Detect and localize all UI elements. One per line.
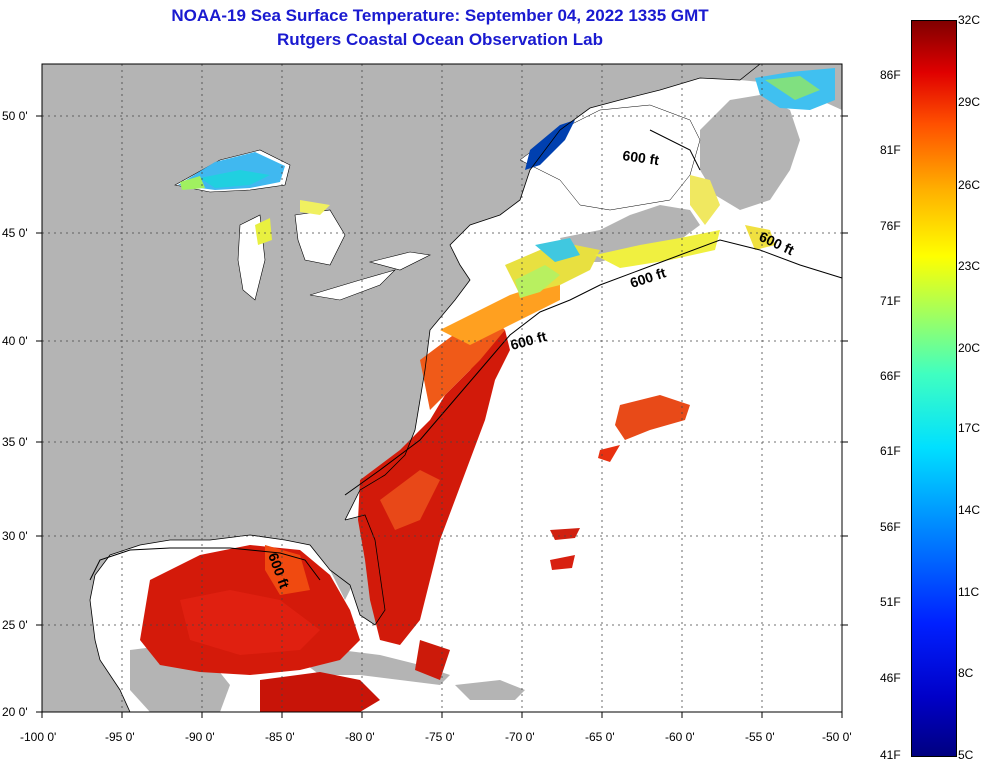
coastline-layer — [89, 63, 843, 713]
colorbar-label-f: 71F — [880, 294, 901, 308]
colorbar-label-f: 51F — [880, 595, 901, 609]
colorbar-label-f: 41F — [880, 748, 901, 762]
sst-data-layer — [140, 68, 835, 712]
contour-label: 600 ft — [622, 147, 661, 168]
colorbar-label-c: 17C — [958, 421, 981, 435]
colorbar-label-c: 11C — [958, 585, 980, 599]
colorbar-label-f: 46F — [880, 671, 901, 685]
axis-ticks — [36, 115, 848, 718]
colorbar-label-f: 61F — [880, 444, 901, 458]
lat-label: 30 0' — [2, 529, 28, 543]
colorbar-label-c: 14C — [958, 503, 981, 517]
lon-label: -70 0' — [505, 730, 535, 744]
colorbar-label-c: 26C — [958, 178, 981, 192]
colorbar-label-c: 5C — [958, 748, 974, 762]
temperature-colorbar — [911, 20, 957, 757]
colorbar-label-f: 86F — [880, 68, 901, 82]
lon-label: -55 0' — [745, 730, 775, 744]
lon-label: -90 0' — [185, 730, 215, 744]
colorbar-label-c: 20C — [958, 341, 981, 355]
map-title: NOAA-19 Sea Surface Temperature: Septemb… — [171, 6, 709, 25]
lat-label: 45 0' — [2, 226, 28, 240]
lon-label: -65 0' — [585, 730, 615, 744]
colorbar-label-f: 66F — [880, 369, 901, 383]
map-subtitle: Rutgers Coastal Ocean Observation Lab — [277, 30, 603, 49]
lon-label: -100 0' — [20, 730, 57, 744]
colorbar-label-f: 76F — [880, 219, 901, 233]
lat-label: 50 0' — [2, 109, 28, 123]
lat-label: 40 0' — [2, 334, 28, 348]
lat-label: 25 0' — [2, 618, 28, 632]
colorbar-label-f: 56F — [880, 520, 901, 534]
lat-label: 20 0' — [2, 705, 28, 719]
colorbar-label-c: 32C — [958, 13, 981, 27]
lon-label: -60 0' — [665, 730, 695, 744]
lon-label: -95 0' — [105, 730, 135, 744]
lat-label: 35 0' — [2, 435, 28, 449]
colorbar-label-c: 8C — [958, 666, 974, 680]
lon-label: -50 0' — [822, 730, 852, 744]
lon-label: -80 0' — [345, 730, 375, 744]
lon-label: -85 0' — [265, 730, 295, 744]
colorbar-label-f: 81F — [880, 143, 901, 157]
colorbar-label-c: 29C — [958, 95, 981, 109]
lon-label: -75 0' — [425, 730, 455, 744]
grid-lines — [42, 64, 842, 712]
colorbar-label-c: 23C — [958, 259, 981, 273]
